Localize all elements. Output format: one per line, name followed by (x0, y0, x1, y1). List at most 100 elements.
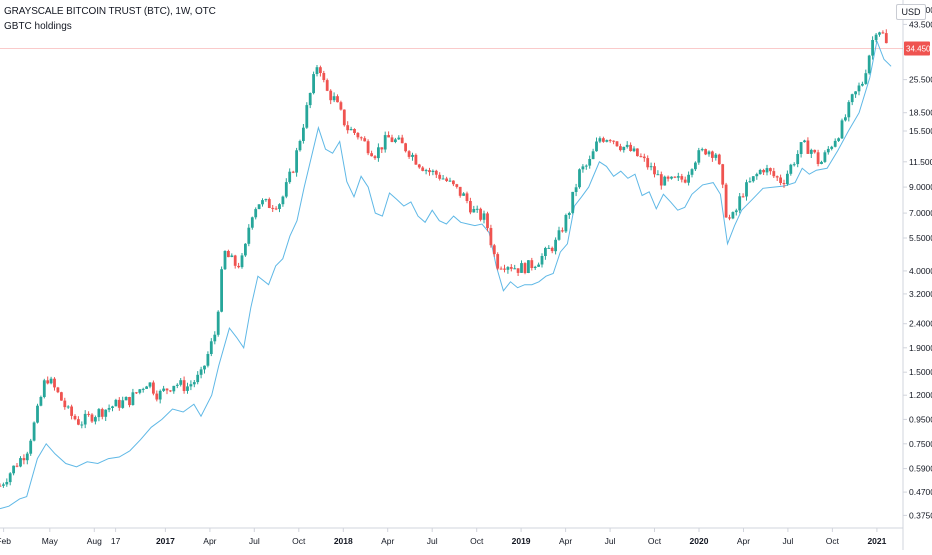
candle-body (527, 260, 530, 273)
x-tick-label: Oct (470, 536, 484, 546)
candle-body (499, 268, 503, 270)
candle-body (455, 184, 459, 187)
candle-body (738, 196, 742, 211)
candle-body (414, 154, 418, 165)
candle-body (87, 413, 90, 415)
candle-body (438, 174, 442, 179)
candle-body (874, 34, 878, 40)
x-tick-label: Jul (249, 536, 260, 546)
currency-button[interactable]: USD (896, 4, 926, 20)
candle-body (496, 254, 500, 269)
candle-body (523, 263, 527, 273)
candle-body (479, 208, 482, 220)
y-axis[interactable]: 50.000043.500025.500018.500015.500011.50… (903, 5, 932, 520)
candle-body (469, 201, 472, 213)
candle-body (22, 458, 26, 461)
candle-body (619, 146, 622, 151)
candle-body (533, 266, 537, 268)
candle-body (629, 144, 632, 151)
candle-body (73, 415, 77, 420)
x-tick-label: Aug (87, 536, 102, 546)
candles-layer (0, 29, 888, 488)
candle-body (203, 365, 206, 370)
candle-body (612, 140, 615, 142)
candle-body (121, 400, 125, 408)
x-tick-label: Apr (381, 536, 394, 546)
candle-body (206, 354, 210, 366)
candle-body (786, 173, 789, 184)
candle-body (227, 251, 230, 258)
x-axis[interactable]: Feb May Aug 17 2017 Apr Jul Oct 2018 Apr Jul Oct 201… (0, 528, 887, 546)
candle-body (595, 141, 598, 152)
candle-body (492, 245, 496, 255)
candle-body (329, 90, 333, 101)
candle-body (578, 169, 581, 188)
candle-body (554, 239, 557, 252)
candle-body (281, 196, 285, 205)
candle-body (544, 248, 547, 256)
candle-body (15, 465, 19, 467)
candle-body (319, 67, 322, 73)
candle-body (707, 151, 711, 155)
y-tick-label: 1.5000 (909, 367, 932, 377)
candle-body (871, 40, 874, 56)
x-tick-label: 2018 (334, 536, 353, 546)
candle-body (571, 191, 575, 213)
y-tick-label: 7.0000 (909, 208, 932, 218)
x-tick-label: Feb (0, 536, 11, 546)
candle-body (172, 385, 176, 392)
candle-body (237, 265, 240, 268)
candle-body (847, 102, 851, 118)
candle-body (687, 174, 690, 183)
candle-body (779, 177, 782, 183)
candle-body (124, 397, 128, 401)
candle-body (49, 378, 53, 384)
candle-body (407, 151, 411, 157)
candle-body (486, 213, 489, 229)
candle-body (639, 156, 643, 158)
candle-body (857, 85, 861, 92)
candle-body (114, 399, 118, 407)
candle-body (233, 255, 237, 266)
candle-body (411, 154, 414, 157)
candle-body (489, 228, 493, 246)
x-tick-label: May (42, 536, 59, 546)
candle-body (806, 140, 810, 154)
candle-body (680, 176, 684, 180)
candle-body (247, 227, 251, 244)
candle-body (148, 382, 152, 387)
candle-body (66, 406, 70, 408)
x-tick-label: 2019 (512, 536, 531, 546)
y-tick-label: 25.5000 (909, 75, 932, 85)
candle-body (564, 215, 568, 232)
candle-body (387, 135, 390, 138)
legend-holdings[interactable]: GBTC holdings (4, 21, 72, 32)
candle-body (179, 380, 183, 385)
candle-body (308, 93, 312, 106)
candle-body (506, 267, 510, 270)
candle-body (837, 138, 840, 141)
candle-body (809, 149, 813, 154)
candle-body (349, 129, 353, 131)
candle-body (107, 408, 111, 410)
candle-body (772, 171, 776, 177)
x-tick-label: Jul (605, 536, 616, 546)
candle-body (864, 73, 868, 84)
candle-body (274, 208, 278, 210)
candle-body (288, 171, 292, 183)
candle-body (0, 485, 2, 487)
candle-body (704, 149, 707, 155)
candle-body (421, 167, 425, 171)
candle-body (659, 174, 663, 186)
candle-body (97, 409, 101, 418)
candle-body (663, 176, 667, 186)
candle-body (813, 149, 817, 153)
candle-body (60, 392, 63, 401)
candle-body (353, 129, 356, 133)
